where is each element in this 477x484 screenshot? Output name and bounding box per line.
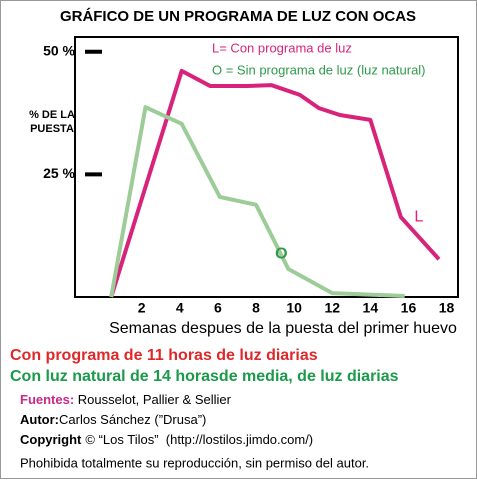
series-line [109, 68, 441, 298]
series-line [109, 105, 405, 299]
author-label: Autor: [20, 412, 59, 427]
y-tick-label: 50 % [43, 42, 75, 58]
sources-label: Fuentes: [20, 392, 74, 407]
legend-line: L= Con programa de luz [212, 40, 352, 55]
copyright-text: © “Los Tilos” (http://lostilos.jimdo.com… [85, 432, 313, 447]
x-tick-label: 14 [363, 300, 379, 316]
y-tick-label: 25 % [43, 165, 75, 181]
chart-title: GRÁFICO DE UN PROGRAMA DE LUZ CON OCAS [60, 8, 416, 25]
plot-frame [74, 36, 459, 298]
notice: Phohibida totalmente su reproducción, si… [20, 455, 369, 470]
series-label: O [275, 245, 287, 262]
footer-note: Con programa de 11 horas de luz diarias [10, 347, 318, 364]
copyright: Copyright © “Los Tilos” (http://lostilos.… [20, 432, 313, 447]
x-tick-label: 18 [439, 300, 455, 316]
y-axis-label: % DE LA [29, 109, 75, 121]
x-tick-label: 6 [214, 300, 222, 316]
x-tick-label: 16 [401, 300, 417, 316]
sources: Fuentes: Rousselot, Pallier & Sellier [20, 392, 232, 407]
copyright-label: Copyright [20, 432, 82, 447]
series-label: L [414, 208, 423, 225]
sources-text: Rousselot, Pallier & Sellier [74, 392, 231, 407]
x-tick-label: 10 [286, 300, 302, 316]
x-tick-label: 2 [138, 300, 146, 316]
author: Autor:Carlos Sánchez (”Drusa”) [20, 412, 206, 427]
x-tick-label: 12 [324, 300, 340, 316]
legend-line: O = Sin programa de luz (luz natural) [212, 62, 426, 77]
x-axis-label: Semanas despues de la puesta del primer … [109, 320, 457, 337]
x-tick-label: 8 [252, 300, 260, 316]
y-axis-label: PUESTA [30, 123, 74, 135]
x-tick-label: 4 [176, 300, 184, 316]
author-text: Carlos Sánchez (”Drusa”) [59, 412, 206, 427]
footer-note: Con luz natural de 14 horasde media, de … [10, 368, 399, 385]
